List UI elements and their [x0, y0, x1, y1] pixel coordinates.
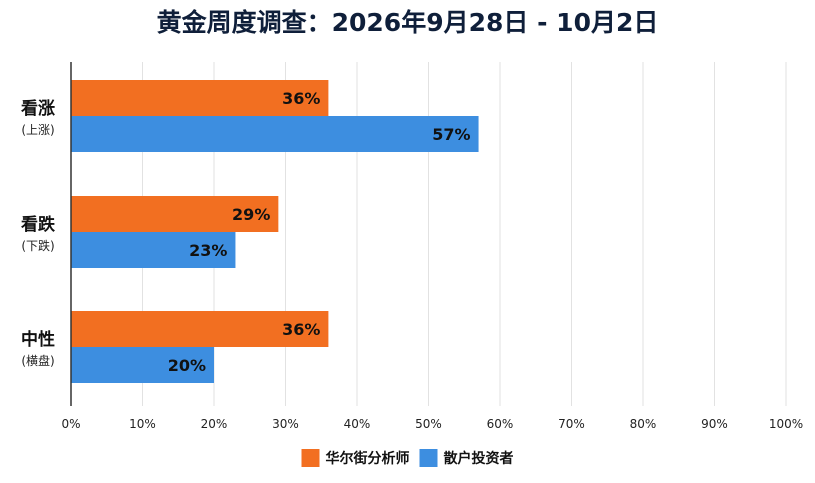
category-sublabel: (横盘): [21, 353, 54, 368]
category-label: 看跌: [20, 214, 56, 235]
bar: [71, 80, 329, 116]
bar-value-label: 29%: [232, 205, 270, 224]
chart-title: 黄金周度调查：2026年9月28日 - 10月2日: [156, 8, 659, 37]
x-tick-label: 60%: [487, 417, 514, 431]
bar: [71, 311, 329, 347]
bar: [71, 347, 214, 383]
x-tick-label: 10%: [129, 417, 156, 431]
x-axis-ticks: 0% 10% 20% 30% 40% 50% 60% 70% 80% 90% 100%: [61, 417, 803, 431]
bar-value-label: 20%: [168, 356, 206, 375]
bar-value-label: 57%: [432, 125, 470, 144]
legend-label: 散户投资者: [444, 450, 514, 467]
x-tick-label: 90%: [701, 417, 728, 431]
bar: [71, 116, 479, 152]
x-tick-label: 40%: [344, 417, 371, 431]
bar: [71, 196, 279, 232]
category-sublabel: (下跌): [21, 238, 54, 253]
legend-swatch: [419, 449, 438, 467]
legend: 华尔街分析师 散户投资者: [301, 449, 514, 467]
category-label: 中性: [21, 329, 55, 350]
bar-value-label: 36%: [282, 320, 320, 339]
bars: 36% 57% 29% 23% 36% 20%: [71, 80, 479, 383]
legend-label: 华尔街分析师: [326, 450, 410, 467]
x-tick-label: 70%: [558, 417, 585, 431]
bar-value-label: 36%: [282, 89, 320, 108]
x-tick-label: 30%: [272, 417, 299, 431]
bar-value-label: 23%: [189, 241, 227, 260]
x-tick-label: 0%: [61, 417, 80, 431]
category-sublabel: (上涨): [21, 122, 54, 137]
x-tick-label: 100%: [769, 417, 803, 431]
category-labels: 看涨 (上涨) 看跌 (下跌) 中性 (横盘): [20, 98, 56, 368]
bar: [71, 232, 236, 268]
x-tick-label: 50%: [415, 417, 442, 431]
x-tick-label: 20%: [201, 417, 228, 431]
category-label: 看涨: [20, 98, 55, 119]
legend-swatch: [301, 449, 320, 467]
x-tick-label: 80%: [630, 417, 657, 431]
